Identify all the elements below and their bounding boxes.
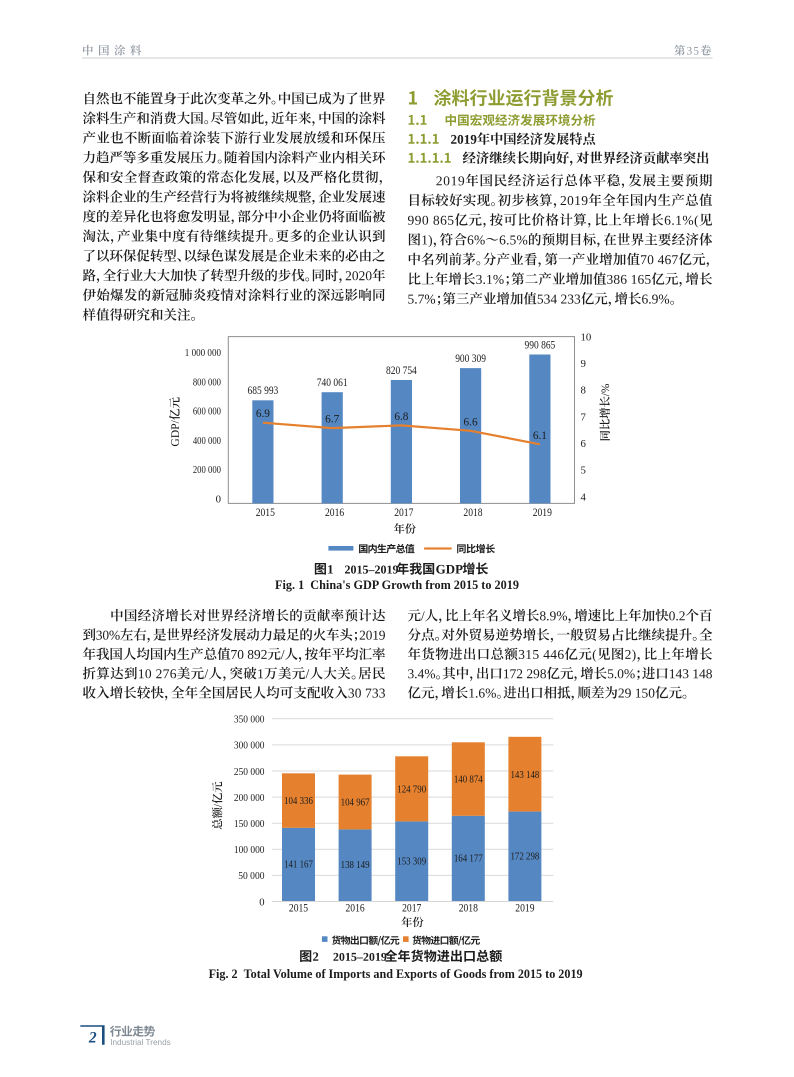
svg-text:250 000: 250 000 bbox=[234, 767, 265, 778]
svg-text:5: 5 bbox=[581, 465, 586, 477]
svg-text:172 298: 172 298 bbox=[510, 850, 539, 862]
svg-text:8: 8 bbox=[581, 385, 586, 397]
svg-text:600 000: 600 000 bbox=[193, 406, 221, 418]
svg-text:350 000: 350 000 bbox=[234, 715, 265, 726]
svg-text:0: 0 bbox=[259, 897, 264, 908]
svg-text:2017: 2017 bbox=[394, 507, 413, 519]
svg-text:10: 10 bbox=[581, 331, 592, 343]
svg-text:200 000: 200 000 bbox=[193, 464, 221, 476]
svg-text:150 000: 150 000 bbox=[234, 819, 265, 830]
svg-text:6.7: 6.7 bbox=[325, 414, 339, 426]
svg-text:2015: 2015 bbox=[256, 507, 275, 519]
svg-text:800 000: 800 000 bbox=[193, 376, 221, 388]
svg-text:138 149: 138 149 bbox=[341, 859, 370, 871]
svg-text:153 309: 153 309 bbox=[397, 855, 426, 867]
svg-text:6.1: 6.1 bbox=[533, 430, 547, 442]
svg-text:2017: 2017 bbox=[402, 902, 421, 914]
svg-text:141 167: 141 167 bbox=[284, 859, 313, 871]
svg-text:50 000: 50 000 bbox=[238, 871, 264, 882]
svg-text:6.8: 6.8 bbox=[394, 411, 408, 423]
svg-text:400 000: 400 000 bbox=[193, 435, 221, 447]
svg-text:900 309: 900 309 bbox=[455, 353, 486, 365]
svg-text:2018: 2018 bbox=[459, 902, 478, 914]
svg-text:2: 2 bbox=[88, 1030, 97, 1047]
svg-text:6.6: 6.6 bbox=[464, 416, 478, 428]
svg-text:2019: 2019 bbox=[515, 902, 534, 914]
svg-text:9: 9 bbox=[581, 358, 586, 370]
svg-text:2016: 2016 bbox=[325, 507, 344, 519]
svg-text:300 000: 300 000 bbox=[234, 741, 265, 752]
svg-text:2018: 2018 bbox=[463, 507, 482, 519]
svg-text:164 177: 164 177 bbox=[454, 852, 483, 864]
svg-text:820 754: 820 754 bbox=[386, 365, 417, 377]
svg-text:124 790: 124 790 bbox=[397, 784, 426, 796]
svg-text:6: 6 bbox=[581, 438, 587, 450]
svg-text:140 874: 140 874 bbox=[454, 774, 483, 786]
svg-text:200 000: 200 000 bbox=[234, 793, 265, 804]
svg-text:4: 4 bbox=[581, 491, 587, 503]
svg-text:Fig. 2 Total Volume of Import: Fig. 2 Total Volume of Imports and Expor… bbox=[209, 967, 583, 981]
svg-text:740 061: 740 061 bbox=[317, 377, 348, 389]
svg-text:143 148: 143 148 bbox=[510, 769, 539, 781]
svg-text:7: 7 bbox=[581, 411, 587, 423]
svg-text:104 336: 104 336 bbox=[284, 795, 313, 807]
svg-text:685 993: 685 993 bbox=[248, 385, 279, 397]
svg-text:2016: 2016 bbox=[346, 902, 365, 914]
svg-text:2015: 2015 bbox=[289, 902, 308, 914]
svg-text:6.9: 6.9 bbox=[256, 408, 270, 420]
svg-text:1 000 000: 1 000 000 bbox=[185, 347, 221, 359]
svg-text:100 000: 100 000 bbox=[234, 845, 265, 856]
svg-text:990 865: 990 865 bbox=[525, 339, 556, 351]
svg-text:Industrial Trends: Industrial Trends bbox=[110, 1038, 171, 1047]
svg-text:Fig. 1 China's GDP Growth fro: Fig. 1 China's GDP Growth from 2015 to 2… bbox=[275, 578, 519, 592]
svg-text:2019: 2019 bbox=[533, 507, 552, 519]
svg-text:104 967: 104 967 bbox=[341, 797, 370, 809]
svg-text:0: 0 bbox=[216, 493, 221, 505]
